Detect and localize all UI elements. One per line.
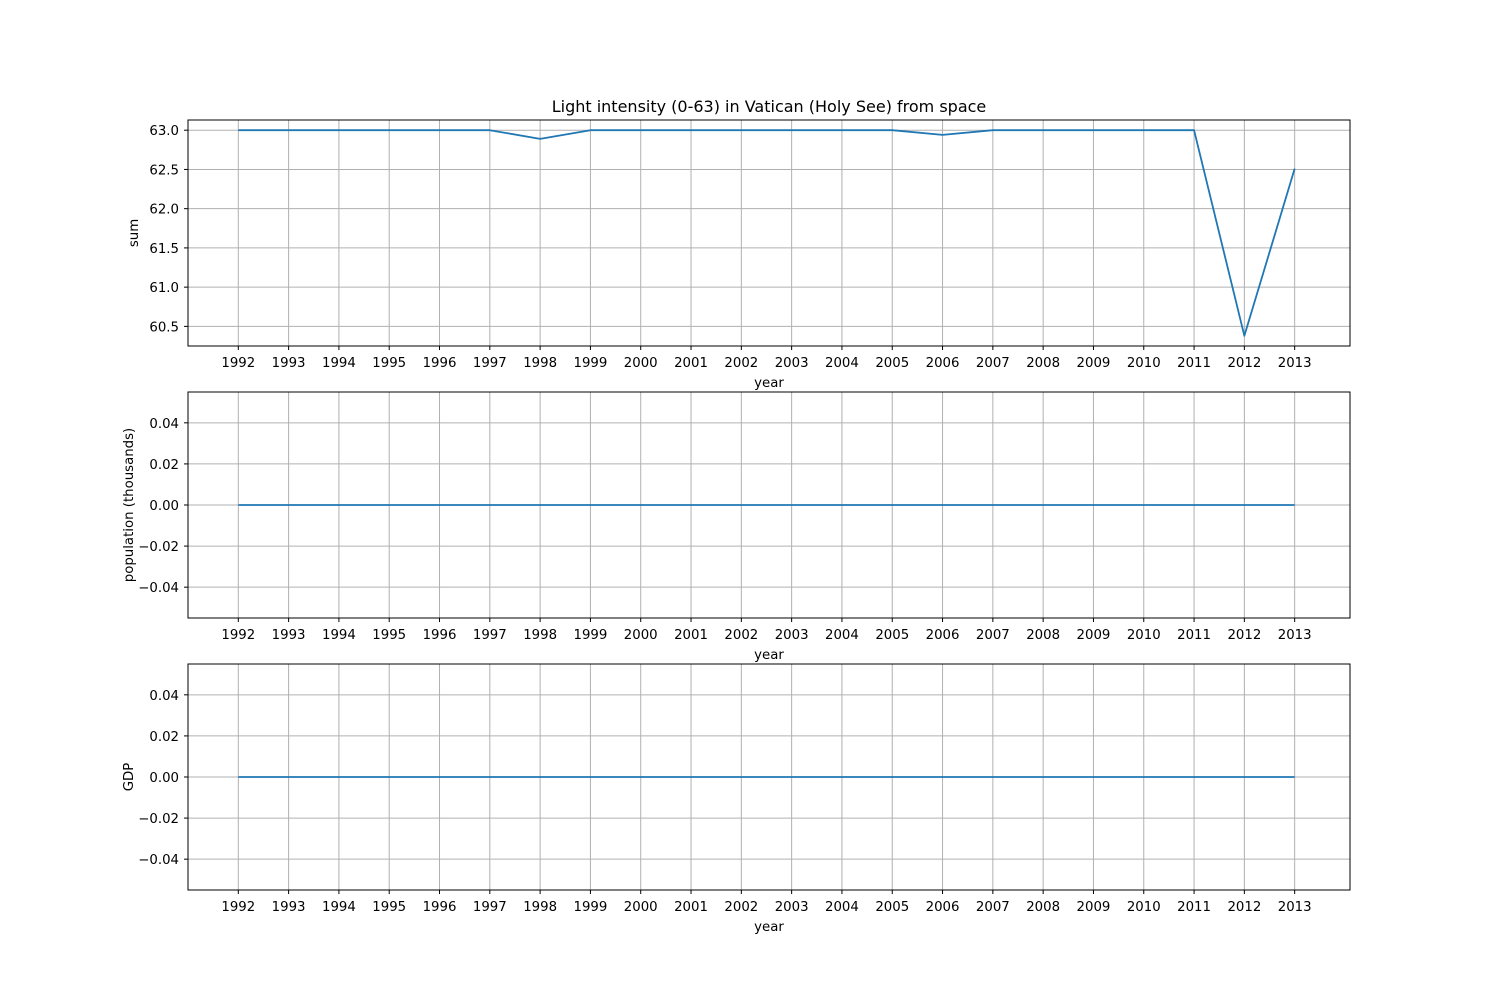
- x-tick-label: 2002: [724, 356, 758, 371]
- x-tick-label: 1993: [272, 356, 306, 371]
- x-tick-label: 2000: [624, 900, 658, 915]
- x-tick-label: 2011: [1177, 628, 1211, 643]
- x-tick-label: 1996: [423, 628, 457, 643]
- x-axis-label: year: [754, 648, 784, 663]
- y-tick-label: 61.0: [149, 281, 179, 296]
- y-tick-label: 0.02: [149, 458, 179, 473]
- y-axis-label: sum: [127, 219, 142, 247]
- y-axis-label: GDP: [122, 763, 137, 792]
- x-tick-label: 2004: [825, 356, 859, 371]
- x-tick-label: 2003: [775, 356, 809, 371]
- y-axis-label: population (thousands): [122, 428, 137, 582]
- plot-frame: [187, 119, 1351, 347]
- y-tick-label: 0.04: [149, 689, 179, 704]
- x-tick-label: 1992: [221, 628, 255, 643]
- panel-light: 1992 1993 1994 1995 1996 1997 1998 1999 2000 2001…: [127, 119, 1351, 391]
- x-tick-label: 2011: [1177, 900, 1211, 915]
- x-tick-label: 2005: [875, 628, 909, 643]
- chart-title: Light intensity (0-63) in Vatican (Holy …: [552, 97, 987, 116]
- plot-frame: [187, 663, 1351, 891]
- x-tick-label: 2010: [1127, 900, 1161, 915]
- x-tick-label: 2012: [1227, 900, 1261, 915]
- x-tick-label: 2002: [724, 900, 758, 915]
- y-tick-label: −0.04: [138, 853, 179, 868]
- x-tick-label: 1995: [372, 900, 406, 915]
- x-tick-label: 2009: [1077, 356, 1111, 371]
- x-tick-label: 1999: [574, 900, 608, 915]
- x-tick-label: 2013: [1278, 900, 1312, 915]
- x-tick-label: 2007: [976, 356, 1010, 371]
- x-tick-label: 1992: [221, 356, 255, 371]
- x-tick-label: 2006: [926, 356, 960, 371]
- x-tick-label: 2009: [1077, 900, 1111, 915]
- x-tick-label: 1997: [473, 356, 507, 371]
- x-tick-label: 2012: [1227, 356, 1261, 371]
- x-tick-label: 2011: [1177, 356, 1211, 371]
- x-tick-label: 1992: [221, 900, 255, 915]
- y-tick-label: 0.00: [149, 499, 179, 514]
- x-tick-label: 1999: [574, 628, 608, 643]
- x-tick-label: 2004: [825, 900, 859, 915]
- x-tick-label: 2008: [1026, 356, 1060, 371]
- panel-population: 1992 1993 1994 1995 1996 1997 1998 1999 2000 2001…: [122, 391, 1351, 663]
- y-tick-label: 0.04: [149, 417, 179, 432]
- series-line-light: [238, 129, 1296, 337]
- x-tick-label: 1993: [272, 628, 306, 643]
- x-tick-label: 2001: [674, 900, 708, 915]
- x-tick-label: 2003: [775, 628, 809, 643]
- x-tick-label: 1997: [473, 628, 507, 643]
- x-tick-label: 1996: [423, 900, 457, 915]
- x-tick-label: 1998: [523, 356, 557, 371]
- x-tick-label: 1996: [423, 356, 457, 371]
- y-tick-label: 62.0: [149, 203, 179, 218]
- y-tick-label: 60.5: [149, 320, 179, 335]
- x-tick-label: 2013: [1278, 356, 1312, 371]
- x-tick-label: 2000: [624, 356, 658, 371]
- y-tick-label: −0.04: [138, 581, 179, 596]
- x-tick-label: 1994: [322, 356, 356, 371]
- x-tick-label: 2012: [1227, 628, 1261, 643]
- x-tick-label: 2001: [674, 356, 708, 371]
- x-tick-label: 1999: [574, 356, 608, 371]
- x-tick-label: 1997: [473, 900, 507, 915]
- x-tick-label: 2005: [875, 900, 909, 915]
- x-axis-label: year: [754, 376, 784, 391]
- x-tick-label: 2010: [1127, 356, 1161, 371]
- y-tick-label: 63.0: [149, 124, 179, 139]
- x-tick-label: 2007: [976, 900, 1010, 915]
- x-tick-label: 1995: [372, 628, 406, 643]
- x-tick-label: 2009: [1077, 628, 1111, 643]
- y-tick-label: 0.02: [149, 730, 179, 745]
- x-tick-label: 2001: [674, 628, 708, 643]
- plot-frame: [187, 391, 1351, 619]
- x-tick-label: 2013: [1278, 628, 1312, 643]
- x-tick-label: 1995: [372, 356, 406, 371]
- y-tick-label: 62.5: [149, 163, 179, 178]
- x-tick-label: 2006: [926, 900, 960, 915]
- x-tick-label: 2007: [976, 628, 1010, 643]
- y-tick-label: 0.00: [149, 771, 179, 786]
- x-tick-label: 2002: [724, 628, 758, 643]
- x-tick-label: 2000: [624, 628, 658, 643]
- y-tick-label: −0.02: [138, 812, 179, 827]
- x-tick-label: 2003: [775, 900, 809, 915]
- x-tick-label: 2004: [825, 628, 859, 643]
- x-tick-label: 1994: [322, 900, 356, 915]
- x-tick-label: 1998: [523, 900, 557, 915]
- x-tick-label: 2008: [1026, 628, 1060, 643]
- x-tick-label: 1994: [322, 628, 356, 643]
- x-tick-label: 2006: [926, 628, 960, 643]
- x-tick-label: 1993: [272, 900, 306, 915]
- x-tick-label: 1998: [523, 628, 557, 643]
- x-axis-label: year: [754, 920, 784, 935]
- x-tick-label: 2010: [1127, 628, 1161, 643]
- y-tick-label: −0.02: [138, 540, 179, 555]
- panel-gdp: 1992 1993 1994 1995 1996 1997 1998 1999 2000 2001…: [122, 663, 1351, 935]
- x-tick-label: 2005: [875, 356, 909, 371]
- y-tick-label: 61.5: [149, 242, 179, 257]
- x-tick-label: 2008: [1026, 900, 1060, 915]
